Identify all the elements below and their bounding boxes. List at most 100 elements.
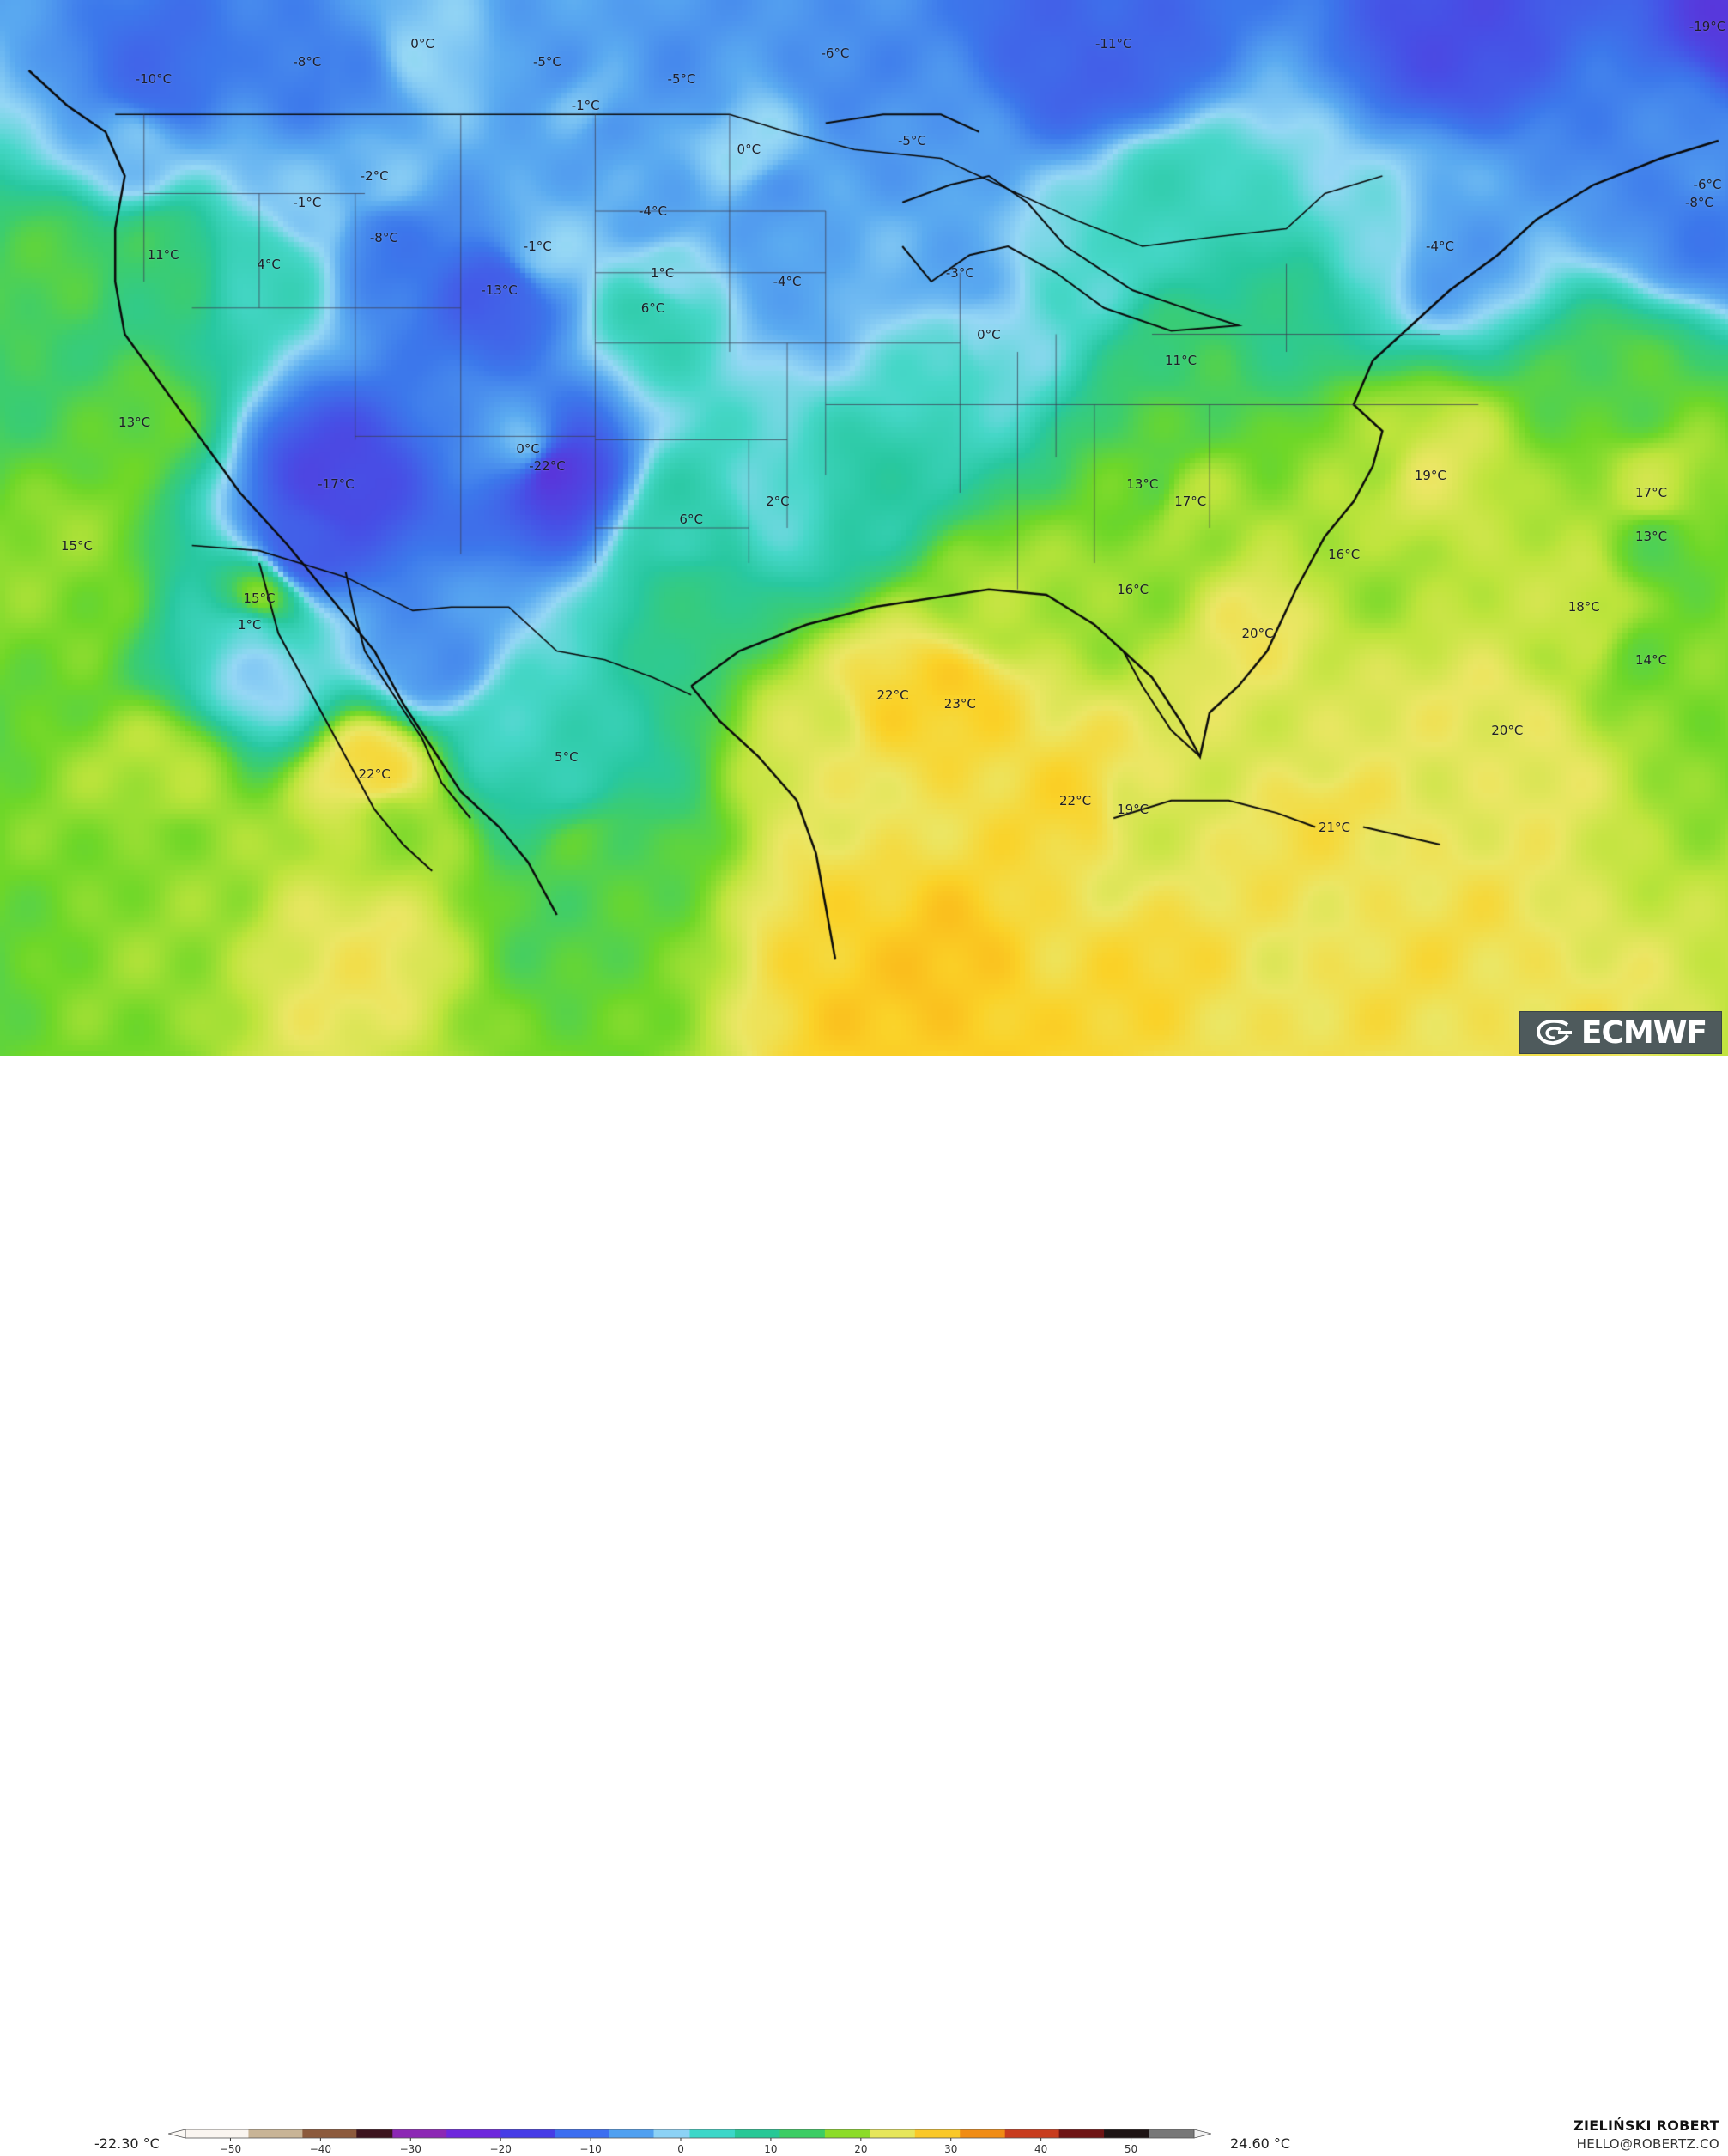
author-name: ZIELIŃSKI ROBERT	[1573, 2117, 1719, 2134]
temperature-label: 4°C	[257, 256, 281, 272]
temperature-label: 22°C	[1059, 792, 1092, 808]
colorbar-segment	[356, 2129, 393, 2138]
colorbar-segment	[302, 2129, 357, 2138]
temperature-label: 16°C	[1117, 581, 1149, 597]
temperature-label: 0°C	[737, 142, 761, 158]
temperature-label: -4°C	[1426, 239, 1454, 254]
temperature-label: 16°C	[1328, 546, 1361, 562]
colorbar-segment	[870, 2129, 916, 2138]
colorbar-segment	[1004, 2129, 1060, 2138]
author-contact: HELLO@ROBERTZ.CO	[1576, 2136, 1719, 2152]
colorbar-tick-label: −20	[490, 2143, 512, 2155]
legend-footer: -22.30 °C −50 −40 −30 −20 −10 0 10 20 30 40 50 24.…	[0, 1056, 1728, 2155]
colorbar-segment	[1058, 2129, 1105, 2138]
temperature-label: -2°C	[360, 168, 389, 184]
colorbar-segment	[1104, 2129, 1150, 2138]
temperature-label: 0°C	[977, 326, 1001, 342]
colorbar-tick-label: 30	[944, 2143, 957, 2155]
temperature-label: -5°C	[897, 133, 926, 148]
temperature-label: -8°C	[369, 229, 398, 245]
colorbar-segment	[1149, 2129, 1195, 2138]
colorbar-segment	[248, 2129, 303, 2138]
temperature-label: 5°C	[555, 748, 579, 765]
temperature-label: -22°C	[529, 458, 566, 475]
author-credit: ZIELIŃSKI ROBERT HELLO@ROBERTZ.CO	[1573, 2117, 1719, 2152]
temperature-label: -6°C	[821, 45, 850, 61]
temperature-label: 22°C	[358, 766, 391, 782]
temperature-label: -8°C	[1684, 194, 1713, 210]
temperature-colorbar: −50 −40 −30 −20 −10 0 10 20 30 40 50	[168, 2129, 1211, 2155]
temperature-label: 6°C	[679, 511, 703, 527]
legend-max-value: 24.60 °C	[1230, 2135, 1291, 2152]
temperature-label: 13°C	[1635, 529, 1668, 545]
colorbar-tick-label: −10	[579, 2143, 601, 2155]
temperature-label: 15°C	[60, 537, 93, 554]
temperature-label: -19°C	[1689, 18, 1726, 34]
temperature-label: 6°C	[640, 300, 665, 316]
logo-text: ECMWF	[1580, 1014, 1707, 1051]
colorbar-segment	[960, 2129, 1006, 2138]
colorbar-segment	[653, 2129, 690, 2138]
legend-min-value: -22.30 °C	[94, 2135, 160, 2152]
temperature-label: -1°C	[523, 239, 552, 254]
temperature-label: -3°C	[945, 264, 974, 281]
temperature-label: 13°C	[118, 415, 151, 430]
temperature-label: -10°C	[135, 71, 173, 88]
colorbar-tick-label: −40	[310, 2143, 331, 2155]
temperature-label: 19°C	[1414, 467, 1446, 483]
colorbar-segment	[185, 2129, 249, 2138]
colorbar-segment	[824, 2129, 870, 2138]
temperature-label: -8°C	[293, 53, 322, 70]
temperature-label: -11°C	[1095, 36, 1132, 52]
ecmwf-swirl-icon	[1536, 1020, 1572, 1045]
temperature-label: 22°C	[876, 687, 909, 703]
temperature-label: -13°C	[481, 282, 518, 299]
temperature-label: 1°C	[650, 264, 675, 281]
colorbar-tick-label: 20	[854, 2143, 867, 2155]
colorbar-segment	[555, 2129, 609, 2138]
temperature-label: -6°C	[1693, 177, 1722, 193]
colorbar-segment	[446, 2129, 501, 2138]
temperature-label: 11°C	[147, 247, 179, 263]
temperature-label: 1°C	[238, 616, 262, 633]
ecmwf-logo: ECMWF	[1519, 1011, 1722, 1054]
temperature-label: -4°C	[773, 274, 802, 289]
temperature-label: 18°C	[1567, 599, 1600, 615]
colorbar-low-tip	[168, 2129, 186, 2139]
temperature-label: -5°C	[532, 53, 561, 70]
temperature-label: 20°C	[1491, 722, 1524, 738]
temperature-label: 19°C	[1117, 802, 1149, 817]
temperature-label: -5°C	[667, 71, 696, 88]
colorbar-tick-label: 40	[1034, 2143, 1047, 2155]
colorbar-high-tip	[1193, 2129, 1211, 2139]
colorbar-tick-label: −30	[400, 2143, 421, 2155]
colorbar-tick-label: −50	[220, 2143, 241, 2155]
temperature-label: 14°C	[1635, 651, 1668, 668]
colorbar-segment	[734, 2129, 780, 2138]
temperature-label: -1°C	[293, 194, 322, 210]
temperature-label: 17°C	[1174, 494, 1207, 510]
temperature-map-canvas	[0, 0, 1728, 1056]
colorbar-segment	[500, 2129, 555, 2138]
temperature-label: 13°C	[1126, 475, 1159, 492]
temperature-label: -4°C	[638, 203, 667, 219]
temperature-label: -17°C	[318, 475, 355, 492]
colorbar-segment	[914, 2129, 961, 2138]
temperature-label: -1°C	[571, 98, 600, 113]
colorbar-segment	[689, 2129, 736, 2138]
colorbar-segment	[609, 2129, 655, 2138]
temperature-label: 0°C	[516, 440, 540, 457]
temperature-label: 21°C	[1318, 819, 1350, 835]
colorbar-segment	[779, 2129, 826, 2138]
temperature-label: 23°C	[943, 696, 976, 712]
temperature-label: 20°C	[1241, 626, 1274, 641]
colorbar-tick-label: 50	[1125, 2143, 1137, 2155]
temperature-label: 11°C	[1165, 353, 1197, 369]
temperature-label: 17°C	[1635, 485, 1668, 500]
colorbar-tick-label: 0	[677, 2143, 684, 2155]
temperature-label: 0°C	[410, 36, 434, 52]
temperature-label: 2°C	[766, 494, 790, 510]
temperature-label-layer: 0°C -8°C -10°C -5°C -5°C -6°C -1°C -11°C -19°C 0°…	[0, 0, 1728, 1056]
temperature-label: 15°C	[243, 590, 276, 606]
